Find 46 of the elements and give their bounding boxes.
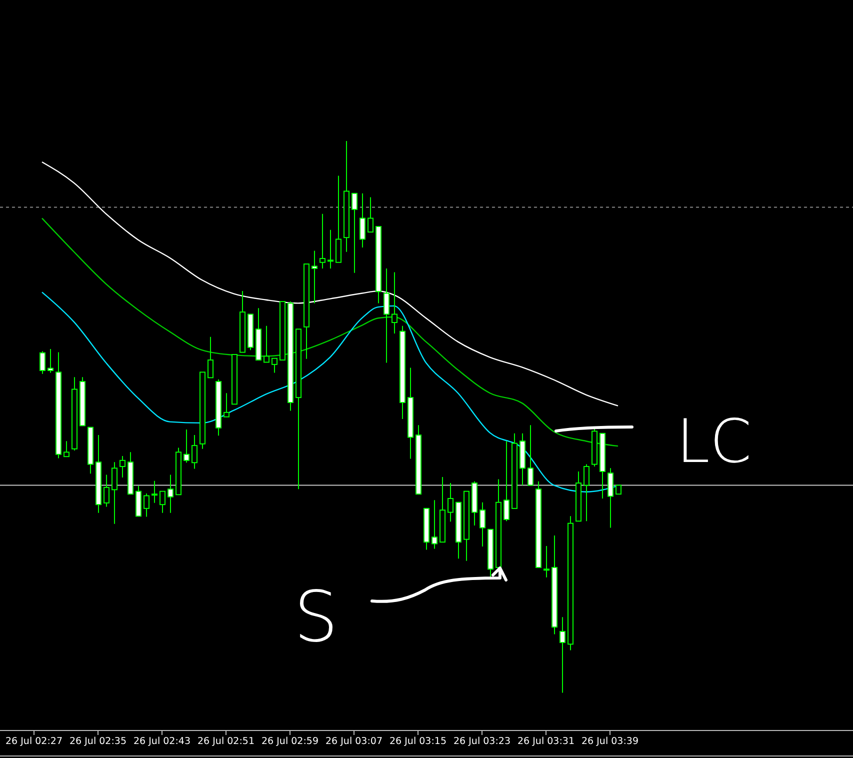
candlestick: [112, 462, 118, 524]
candlestick: [360, 192, 366, 248]
candlestick: [608, 468, 614, 528]
candlestick: [160, 490, 166, 514]
x-tick-label: 26 Jul 02:35: [70, 736, 126, 747]
candlestick: [104, 474, 110, 508]
candlestick: [184, 429, 190, 464]
candlestick: [208, 336, 214, 378]
candlestick: [312, 250, 318, 304]
candlestick: [320, 213, 326, 269]
candlestick: [528, 424, 534, 486]
candlestick: [392, 272, 398, 334]
x-tick-label: 26 Jul 03:31: [518, 736, 574, 747]
x-tick-label: 26 Jul 02:27: [6, 736, 62, 747]
candlestick: [64, 440, 70, 458]
candlestick: [168, 474, 174, 514]
x-tick-label: 26 Jul 03:23: [454, 736, 510, 747]
text: LC: [676, 407, 752, 477]
candlestick: [368, 196, 374, 233]
candlestick: [480, 502, 486, 547]
candlestick: [152, 480, 158, 504]
x-tick-label: 26 Jul 03:15: [390, 736, 446, 747]
candlestick: [48, 348, 54, 374]
candlestick: [272, 358, 278, 374]
candlestick: [224, 392, 230, 418]
candlestick: [544, 545, 550, 578]
candlestick: [384, 268, 390, 364]
candlestick: [328, 229, 334, 269]
annotation: S: [294, 576, 338, 658]
x-tick-label: 26 Jul 02:43: [134, 736, 190, 747]
x-tick-label: 26 Jul 03:39: [582, 736, 638, 747]
x-tick-label: 26 Jul 03:07: [326, 736, 382, 747]
candlestick: [264, 325, 270, 363]
candlestick: [120, 456, 126, 478]
candlestick: [504, 440, 510, 522]
candlestick: [336, 175, 342, 263]
candlestick: [432, 500, 438, 550]
candlestick: [352, 192, 358, 274]
candlestick: [584, 464, 590, 522]
candlestick: [40, 350, 46, 374]
candlestick: [560, 616, 566, 694]
x-tick-label: 26 Jul 02:59: [262, 736, 318, 747]
candlestick: [144, 493, 150, 518]
x-tick-label: 26 Jul 02:51: [198, 736, 254, 747]
candlestick: [448, 482, 454, 522]
candlestick: [192, 434, 198, 470]
